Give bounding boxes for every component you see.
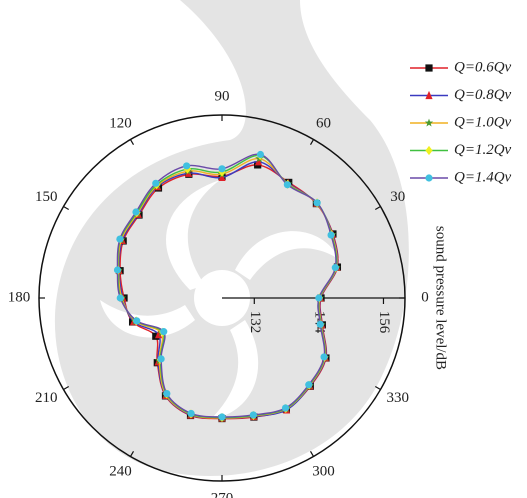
r-tick-label: 156: [376, 311, 392, 334]
data-point: [160, 328, 167, 335]
legend-marker: [425, 64, 432, 71]
theta-tick-label: 150: [35, 189, 58, 205]
theta-tick-label: 90: [215, 88, 230, 104]
data-point: [218, 413, 225, 420]
theta-tick: [311, 451, 314, 456]
data-point: [116, 235, 123, 242]
theta-tick-label: 0: [421, 289, 429, 305]
legend-marker: [425, 174, 432, 181]
legend-marker: [425, 146, 432, 155]
r-axis-label: sound pressure level/dB: [433, 226, 449, 370]
data-point: [327, 231, 334, 238]
theta-tick-label: 270: [211, 490, 234, 498]
data-point: [332, 264, 339, 271]
data-point: [114, 266, 121, 273]
theta-tick-label: 240: [109, 464, 132, 480]
data-point: [117, 294, 124, 301]
theta-tick-label: 300: [312, 464, 335, 480]
legend-label: Q=0.8Qv: [454, 87, 512, 103]
legend-label: Q=1.0Qv: [454, 114, 512, 130]
theta-tick: [131, 140, 134, 145]
theta-tick: [64, 207, 69, 210]
theta-tick: [64, 387, 69, 390]
data-point: [163, 390, 170, 397]
data-point: [305, 381, 312, 388]
data-point: [132, 208, 139, 215]
chart: sound pressure level/dB 1321441560306090…: [0, 0, 527, 498]
theta-tick-label: 60: [316, 115, 331, 131]
theta-tick-label: 180: [8, 289, 31, 305]
legend-marker: [425, 119, 433, 127]
data-point: [218, 165, 225, 172]
legend-label: Q=0.6Qv: [454, 59, 512, 75]
theta-tick-label: 120: [109, 115, 132, 131]
legend-label: Q=1.4Qv: [454, 169, 512, 185]
data-point: [250, 411, 257, 418]
data-point: [314, 199, 321, 206]
legend-label: Q=1.2Qv: [454, 142, 512, 158]
data-point: [320, 353, 327, 360]
data-point: [317, 321, 324, 328]
data-point: [183, 162, 190, 169]
data-point: [152, 180, 159, 187]
theta-tick-label: 210: [35, 390, 58, 406]
theta-tick: [375, 387, 380, 390]
data-point: [187, 410, 194, 417]
data-point: [257, 151, 264, 158]
data-point: [284, 181, 291, 188]
data-point: [315, 294, 322, 301]
theta-tick-label: 30: [390, 189, 405, 205]
data-point: [133, 317, 140, 324]
data-point: [158, 355, 165, 362]
theta-tick-label: 330: [387, 390, 410, 406]
data-point: [282, 404, 289, 411]
r-tick-label: 132: [247, 311, 263, 334]
